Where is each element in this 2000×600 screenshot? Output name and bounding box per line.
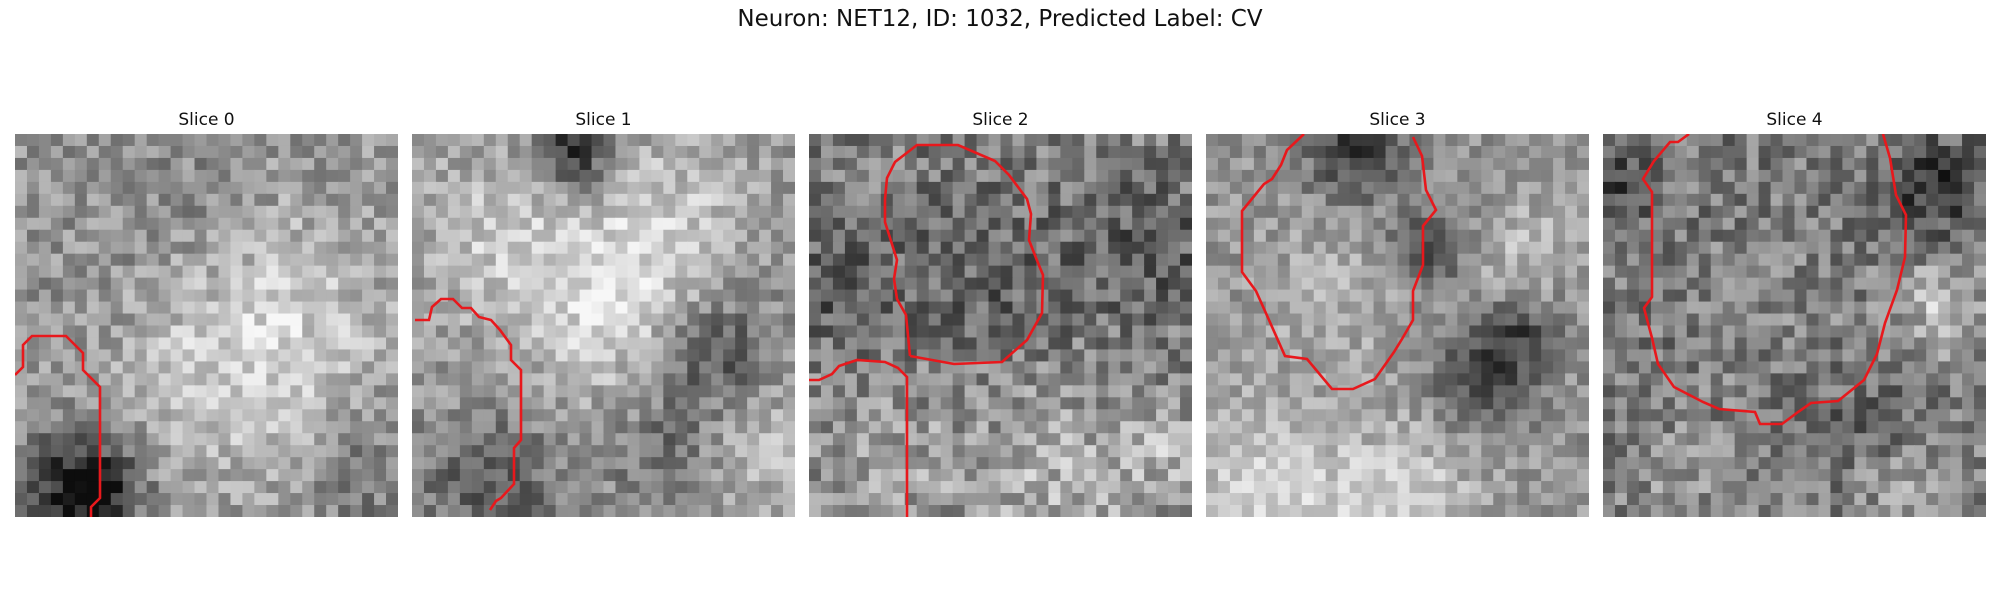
segmentation-contour-2 <box>809 143 1045 517</box>
slice-image-0 <box>15 134 398 517</box>
slice-title-0: Slice 0 <box>178 110 235 130</box>
segmentation-contour-1 <box>415 297 523 511</box>
segmentation-contour-4 <box>1641 134 1908 426</box>
figure-title: Neuron: NET12, ID: 1032, Predicted Label… <box>737 6 1263 32</box>
segmentation-contour-0 <box>15 334 102 517</box>
slice-title-1: Slice 1 <box>575 110 632 130</box>
slice-title-4: Slice 4 <box>1766 110 1823 130</box>
slice-image-2 <box>809 134 1192 517</box>
slice-image-1 <box>412 134 795 517</box>
slice-title-3: Slice 3 <box>1369 110 1426 130</box>
slice-image-4 <box>1603 134 1986 517</box>
segmentation-contour-3 <box>1240 134 1438 391</box>
slice-image-3 <box>1206 134 1589 517</box>
slice-title-2: Slice 2 <box>972 110 1029 130</box>
